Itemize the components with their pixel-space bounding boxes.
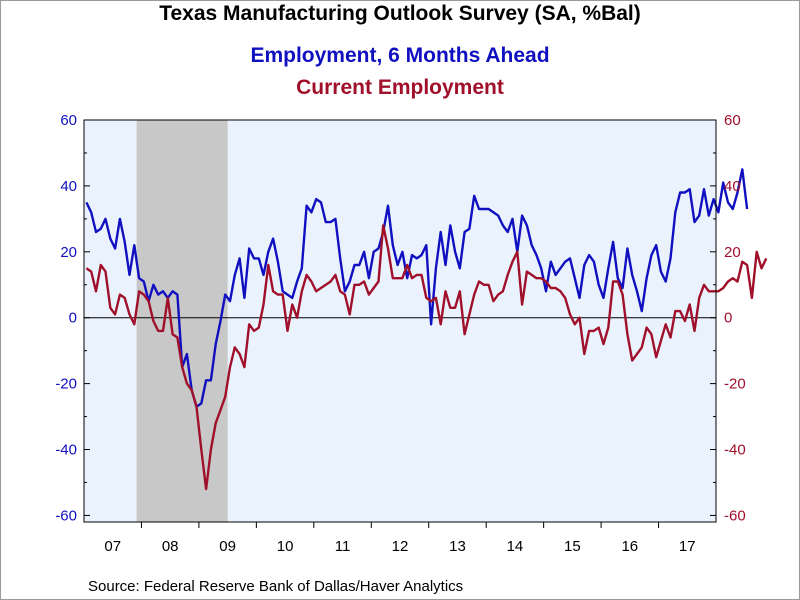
x-tick-label: 12: [392, 538, 409, 555]
y-tick-label-right: 20: [724, 244, 741, 261]
y-tick-label-right: 0: [724, 310, 732, 327]
y-tick-label-right: 40: [724, 178, 741, 195]
series-line-current-employment: [85, 224, 768, 491]
y-tick-label-left: 40: [60, 178, 77, 195]
y-tick-label-left: 60: [60, 112, 77, 129]
y-tick-label-left: 20: [60, 244, 77, 261]
y-tick-label-right: -40: [724, 442, 746, 459]
x-tick-label: 17: [679, 538, 696, 555]
y-tick-label-right: -20: [724, 376, 746, 393]
x-tick-label: 08: [162, 538, 179, 555]
x-tick-label: 15: [564, 538, 581, 555]
x-tick-label: 09: [219, 538, 236, 555]
recession-shading: [136, 120, 228, 522]
legend-current-employment: Current Employment: [296, 76, 504, 99]
x-tick-label: 16: [621, 538, 638, 555]
source-note: Source: Federal Reserve Bank of Dallas/H…: [88, 578, 464, 595]
y-tick-label-left: 0: [69, 310, 77, 327]
x-tick-label: 13: [449, 538, 466, 555]
x-tick-label: 14: [507, 538, 524, 555]
y-tick-label-left: -20: [55, 376, 77, 393]
y-tick-label-left: -60: [55, 507, 77, 524]
y-tick-label-right: -60: [724, 507, 746, 524]
chart-title: Texas Manufacturing Outlook Survey (SA, …: [159, 2, 641, 25]
legend-employment-6m-ahead: Employment, 6 Months Ahead: [250, 44, 550, 67]
plot-border: [83, 119, 717, 523]
x-tick-label: 07: [104, 538, 121, 555]
x-tick-label: 10: [277, 538, 294, 555]
y-tick-label-left: -40: [55, 442, 77, 459]
y-tick-label-right: 60: [724, 112, 741, 129]
x-tick-label: 11: [335, 538, 351, 555]
